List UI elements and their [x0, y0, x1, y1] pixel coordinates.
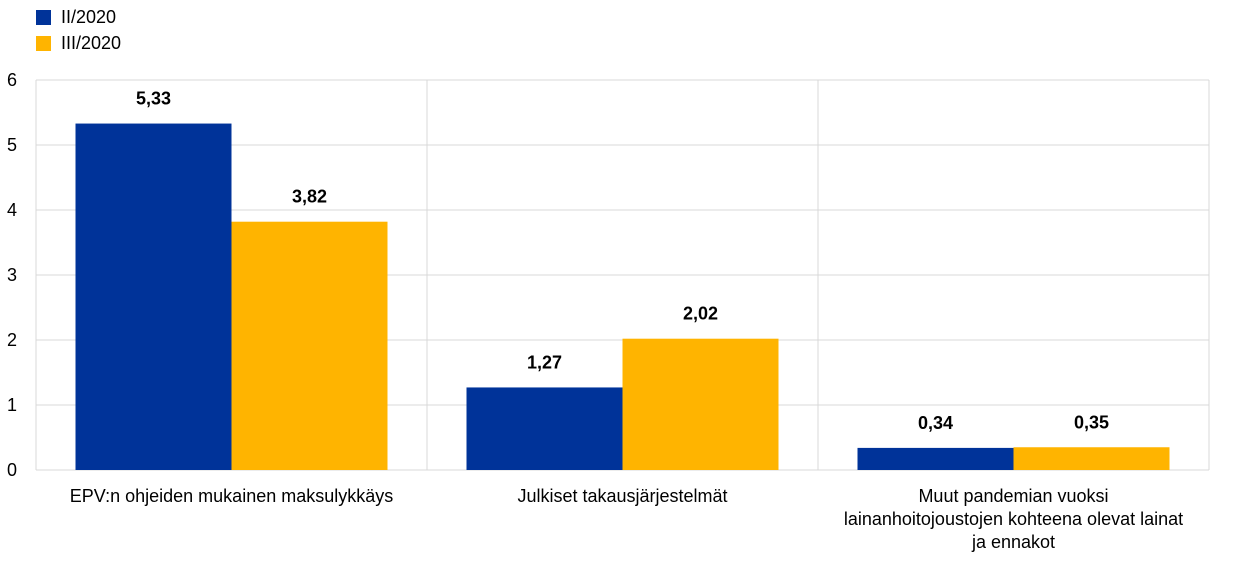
- bar-series-1-category-1: [75, 123, 232, 471]
- legend-item-series-2: III/2020: [36, 30, 121, 56]
- y-tick-label-5: 5: [7, 135, 17, 155]
- y-tick-label-6: 6: [7, 70, 17, 90]
- bar-value-label-series-2-category-3: 0,35: [1074, 412, 1109, 432]
- y-tick-label-1: 1: [7, 395, 17, 415]
- bar-value-label-series-2-category-1: 3,82: [292, 187, 327, 207]
- bar-value-label-series-1-category-2: 1,27: [527, 352, 562, 372]
- bar-series-1-category-2: [466, 387, 623, 470]
- legend-swatch-series-2: [36, 35, 51, 51]
- bar-value-label-series-2-category-2: 2,02: [683, 304, 718, 324]
- category-label-3-line-2: lainanhoitojoustojen kohteena olevat lai…: [844, 509, 1183, 529]
- category-label-1-line-1: EPV:n ohjeiden mukainen maksulykkäys: [70, 486, 394, 506]
- legend-label-series-1: II/2020: [61, 6, 117, 27]
- legend-label-series-2: III/2020: [61, 32, 122, 53]
- category-label-3-line-1: Muut pandemian vuoksi: [918, 486, 1108, 506]
- legend: II/2020 III/2020: [36, 4, 121, 56]
- y-tick-label-4: 4: [7, 200, 17, 220]
- bar-series-2-category-3: [1013, 447, 1170, 470]
- legend-swatch-series-1: [36, 9, 51, 25]
- y-tick-label-0: 0: [7, 460, 17, 480]
- category-label-2-line-1: Julkiset takausjärjestelmät: [517, 486, 727, 506]
- bar-series-1-category-3: [857, 447, 1014, 470]
- y-tick-label-3: 3: [7, 265, 17, 285]
- y-tick-label-2: 2: [7, 330, 17, 350]
- bar-series-2-category-2: [622, 338, 779, 470]
- bar-value-label-series-1-category-1: 5,33: [136, 89, 171, 109]
- category-label-3-line-3: ja ennakot: [971, 532, 1055, 552]
- bar-series-2-category-1: [231, 221, 388, 470]
- legend-item-series-1: II/2020: [36, 4, 121, 30]
- bar-value-label-series-1-category-3: 0,34: [918, 413, 953, 433]
